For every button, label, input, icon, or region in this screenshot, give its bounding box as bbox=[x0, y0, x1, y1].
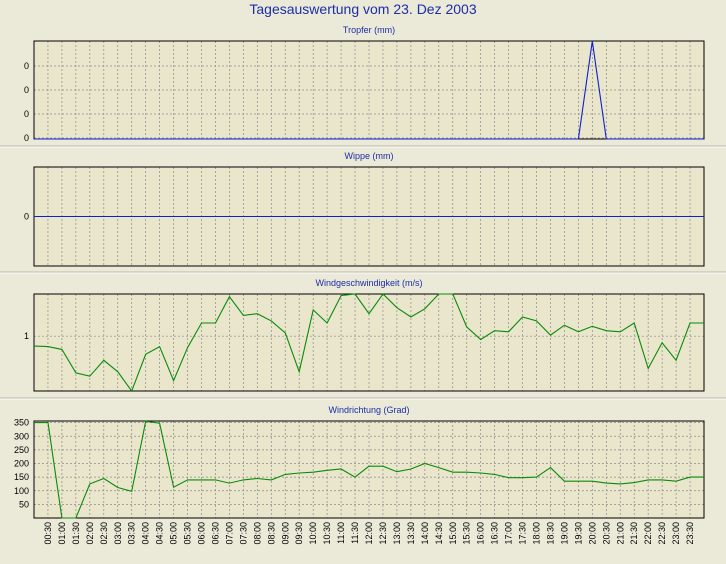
x-tick-label: 09:30 bbox=[294, 522, 304, 545]
plot-frame bbox=[33, 420, 705, 519]
x-axis: 00:30 01:00 01:30 02:00 02:30 03:00 03:30 04:00… bbox=[43, 522, 695, 545]
x-tick-label: 19:30 bbox=[573, 522, 583, 545]
x-tick-label: 13:00 bbox=[392, 522, 402, 545]
x-tick-label: 21:30 bbox=[629, 522, 639, 545]
series-line bbox=[34, 40, 704, 140]
x-tick-label: 01:30 bbox=[71, 522, 81, 545]
panel-3: 1 Windgeschwindigkeit (m/s) bbox=[0, 278, 726, 400]
x-tick-label: 10:30 bbox=[322, 522, 332, 545]
x-tick-label: 00:30 bbox=[43, 522, 53, 545]
x-tick-label: 14:00 bbox=[420, 522, 430, 545]
x-tick-label: 02:00 bbox=[85, 522, 95, 545]
panel-title: Wippe (mm) bbox=[345, 151, 394, 161]
x-tick-label: 12:00 bbox=[364, 522, 374, 545]
y-tick-label: 50 bbox=[19, 499, 29, 509]
series-line bbox=[33, 293, 704, 393]
x-tick-label: 06:30 bbox=[210, 522, 220, 545]
x-tick-label: 13:30 bbox=[406, 522, 416, 545]
x-tick-label: 03:00 bbox=[113, 522, 123, 545]
panel-title: Tropfer (mm) bbox=[343, 25, 395, 35]
x-tick-label: 08:00 bbox=[252, 522, 262, 545]
x-tick-label: 15:00 bbox=[448, 522, 458, 545]
x-tick-label: 20:30 bbox=[601, 522, 611, 545]
x-tick-label: 05:30 bbox=[183, 522, 193, 545]
x-tick-label: 16:00 bbox=[476, 522, 486, 545]
x-tick-label: 18:30 bbox=[545, 522, 555, 545]
panel-title: Windrichtung (Grad) bbox=[328, 405, 409, 415]
x-tick-label: 08:30 bbox=[266, 522, 276, 545]
panel-2: 0 Wippe (mm) bbox=[0, 151, 726, 274]
x-tick-label: 11:30 bbox=[350, 522, 360, 544]
x-tick-label: 17:30 bbox=[518, 522, 528, 545]
x-tick-label: 04:00 bbox=[141, 522, 151, 545]
x-tick-label: 21:00 bbox=[615, 522, 625, 545]
x-tick-label: 17:00 bbox=[504, 522, 514, 545]
x-tick-label: 18:00 bbox=[532, 522, 542, 545]
y-tick-label: 0 bbox=[24, 212, 29, 222]
x-tick-label: 10:00 bbox=[308, 522, 318, 545]
y-tick-label: 350 bbox=[14, 418, 29, 428]
x-tick-label: 02:30 bbox=[99, 522, 109, 545]
x-tick-label: 22:00 bbox=[643, 522, 653, 545]
y-tick-label: 300 bbox=[14, 431, 29, 441]
x-tick-label: 23:30 bbox=[685, 522, 695, 545]
x-tick-label: 23:00 bbox=[671, 522, 681, 545]
x-tick-label: 20:00 bbox=[587, 522, 597, 545]
panel-1: 0 0 0 0 Tropfer (mm) bbox=[0, 25, 726, 148]
y-tick-label: 150 bbox=[14, 472, 29, 482]
x-tick-label: 07:30 bbox=[238, 522, 248, 545]
y-tick-label: 1 bbox=[24, 331, 29, 341]
x-tick-label: 06:00 bbox=[197, 522, 207, 545]
x-tick-label: 22:30 bbox=[657, 522, 667, 545]
y-tick-label: 0 bbox=[24, 61, 29, 71]
x-tick-label: 15:30 bbox=[462, 522, 472, 545]
y-tick-label: 250 bbox=[14, 445, 29, 455]
series-line bbox=[34, 420, 704, 519]
x-tick-label: 07:00 bbox=[224, 522, 234, 545]
main-title: Tagesauswertung vom 23. Dez 2003 bbox=[249, 1, 477, 17]
x-tick-label: 03:30 bbox=[127, 522, 137, 545]
x-tick-label: 19:00 bbox=[559, 522, 569, 545]
x-tick-label: 11:00 bbox=[336, 522, 346, 544]
y-tick-label: 200 bbox=[14, 459, 29, 469]
x-tick-label: 01:00 bbox=[57, 522, 67, 545]
x-tick-label: 09:00 bbox=[280, 522, 290, 545]
y-tick-label: 100 bbox=[14, 486, 29, 496]
y-tick-label: 0 bbox=[24, 109, 29, 119]
x-tick-label: 14:30 bbox=[434, 522, 444, 545]
x-tick-label: 12:30 bbox=[378, 522, 388, 545]
plot-frame bbox=[33, 293, 705, 392]
panel-4: 350 300 250 200 150 100 50 Windrichtung (Grad) bbox=[14, 405, 705, 519]
y-tick-label: 0 bbox=[24, 133, 29, 143]
panel-title: Windgeschwindigkeit (m/s) bbox=[315, 278, 422, 288]
x-tick-label: 04:30 bbox=[155, 522, 165, 545]
x-tick-label: 16:30 bbox=[490, 522, 500, 545]
x-tick-label: 05:00 bbox=[169, 522, 179, 545]
y-tick-label: 0 bbox=[24, 85, 29, 95]
